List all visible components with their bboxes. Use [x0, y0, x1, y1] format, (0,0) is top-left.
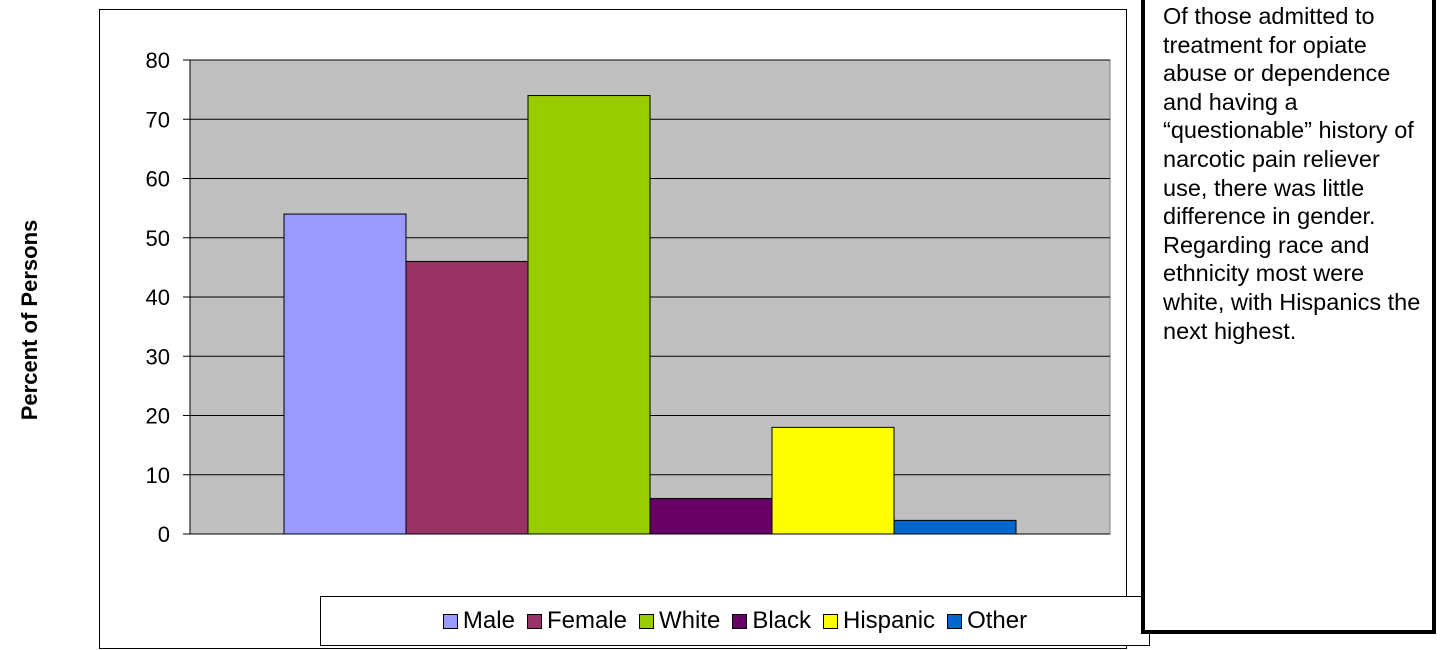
legend-swatch	[947, 613, 963, 629]
bar-male	[283, 213, 407, 535]
legend-item-hispanic: Hispanic	[823, 607, 935, 635]
y-tick-label: 50	[146, 226, 170, 251]
y-tick-label: 70	[146, 107, 170, 132]
y-tick-label: 80	[146, 48, 170, 73]
legend-swatch	[442, 613, 458, 629]
legend-swatch	[638, 613, 654, 629]
bar-chart: 0 10 20 30 40 50 60 70 80	[146, 48, 1111, 547]
bar-white	[527, 95, 651, 535]
y-tick-label: 10	[146, 463, 170, 488]
annotation-text-box: Of those admitted to treatment for opiat…	[1141, 0, 1436, 634]
legend-label: Female	[546, 607, 627, 634]
legend-item-other: Other	[947, 607, 1027, 635]
legend-label: Other	[967, 607, 1028, 634]
y-tick-label: 40	[146, 285, 170, 310]
legend-swatch	[823, 613, 839, 629]
y-tick-label: 0	[158, 522, 170, 547]
legend-label: Black	[752, 607, 812, 634]
legend-item-female: Female	[526, 607, 627, 635]
y-tick-label: 60	[146, 167, 170, 192]
y-tick-label: 20	[146, 404, 170, 429]
legend: Male Female White Black Hispanic Other	[320, 596, 1150, 646]
bar-black	[649, 497, 773, 535]
legend-item-male: Male	[442, 607, 515, 635]
y-axis-label-container: Percent of Persons	[0, 170, 60, 470]
legend-item-black: Black	[732, 607, 811, 635]
legend-label: Hispanic	[843, 607, 936, 634]
y-tick-label: 30	[146, 344, 170, 369]
bar-hispanic	[771, 426, 895, 535]
y-axis-label: Percent of Persons	[17, 219, 42, 421]
chart-area: 0 10 20 30 40 50 60 70 80 Male Female White Black Hi…	[99, 9, 1150, 649]
legend-item-white: White	[638, 607, 721, 635]
bar-other	[893, 519, 1017, 535]
bar-female	[405, 260, 529, 535]
legend-label: White	[658, 607, 721, 634]
legend-swatch	[732, 613, 748, 629]
legend-label: Male	[462, 607, 515, 634]
legend-swatch	[526, 613, 542, 629]
